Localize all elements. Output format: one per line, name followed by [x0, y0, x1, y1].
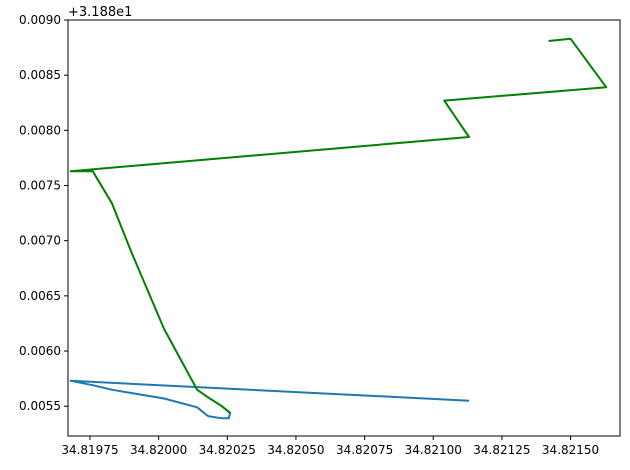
- y-tick-label: 0.0085: [19, 68, 61, 82]
- y-tick-label: 0.0075: [19, 179, 61, 193]
- y-offset-label: +3.188e1: [68, 5, 132, 20]
- x-tick-label: 34.82000: [130, 443, 187, 457]
- y-tick-label: 0.0090: [19, 13, 61, 27]
- x-tick-label: 34.81975: [61, 443, 118, 457]
- x-axis: 34.81975 34.82000 34.82025 34.82050 34.82075…: [61, 436, 599, 457]
- x-tick-label: 34.82125: [473, 443, 530, 457]
- x-tick-label: 34.82025: [199, 443, 256, 457]
- plot-series: [69, 37, 608, 420]
- plot-frame: [67, 19, 621, 437]
- x-tick-label: 34.82100: [405, 443, 462, 457]
- series-line-1: [69, 379, 470, 420]
- y-tick-label: 0.0060: [19, 344, 61, 358]
- y-tick-label: 0.0055: [19, 399, 61, 413]
- series-line-2: [69, 37, 608, 414]
- y-tick-label: 0.0070: [19, 234, 61, 248]
- x-tick-label: 34.82150: [542, 443, 599, 457]
- y-axis: 0.0055 0.0060 0.0065 0.0070 0.0075 0.0080 0.00…: [19, 13, 68, 413]
- y-tick-label: 0.0065: [19, 289, 61, 303]
- x-tick-label: 34.82050: [267, 443, 324, 457]
- y-tick-label: 0.0080: [19, 123, 61, 137]
- x-tick-label: 34.82075: [336, 443, 393, 457]
